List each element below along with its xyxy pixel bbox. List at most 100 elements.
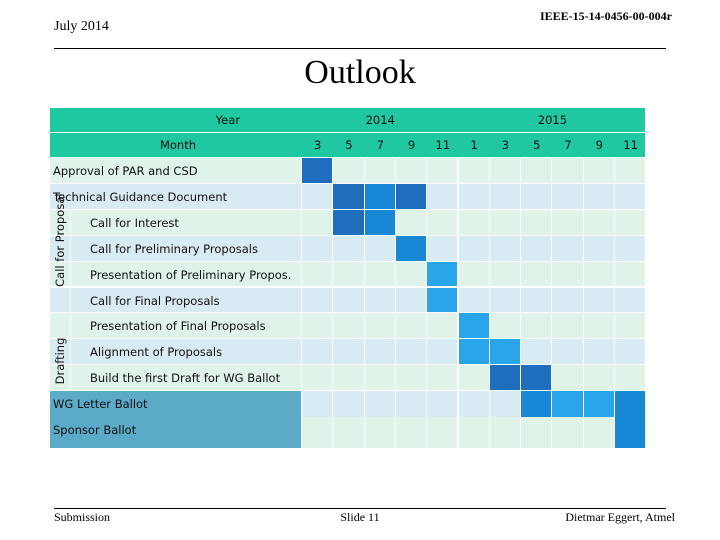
gantt-chart: Year Month 2014 2015 3 5 7 9 11 1 3 5 7 9 11 Approval o… (50, 108, 652, 458)
month-4: 11 (435, 138, 451, 152)
cell-r3-c4 (427, 235, 459, 262)
cell-r5-c0 (302, 287, 334, 314)
month-7: 5 (533, 138, 541, 152)
cell-r3-c7 (521, 235, 553, 262)
cell-r10-c6 (489, 417, 522, 449)
row-label-cell-7 (50, 339, 302, 366)
row-label-6: Presentation of Final Proposals (90, 319, 266, 334)
cell-r3-c8 (552, 235, 584, 262)
cell-r10-c5 (458, 417, 490, 449)
cell-r1-c4 (427, 183, 459, 210)
cell-r7-c5 (458, 339, 490, 366)
cell-r1-c8 (552, 183, 584, 210)
cell-r1-c2 (364, 183, 396, 210)
cell-r7-c1 (333, 339, 365, 366)
cell-r2-c4 (427, 209, 459, 236)
month-9: 9 (595, 138, 603, 152)
row-label-cell-0 (50, 158, 302, 184)
cell-r0-c9 (583, 158, 615, 184)
cell-r8-c3 (395, 365, 428, 392)
cell-r4-c6 (489, 261, 522, 288)
cell-r0-c4 (427, 158, 459, 184)
cell-r5-c6 (489, 287, 522, 314)
cell-r5-c9 (583, 287, 615, 314)
cell-r6-c9 (583, 313, 615, 340)
footer-left: Submission (54, 510, 111, 524)
cell-r2-c5 (458, 209, 490, 236)
cell-r1-c7 (521, 183, 553, 210)
row-label-cell-6 (50, 313, 302, 340)
cell-r4-c8 (552, 261, 584, 288)
cell-r4-c0 (302, 261, 334, 288)
row-label-7: Alignment of Proposals (90, 345, 223, 360)
cell-r1-c1 (333, 183, 365, 210)
row-label-5: Call for Final Proposals (90, 293, 220, 308)
row-label-9: WG Letter Ballot (53, 397, 148, 412)
month-2: 7 (376, 138, 384, 152)
month-3: 9 (407, 138, 416, 152)
row-label-4: Presentation of Preliminary Propos. (90, 267, 292, 282)
row-label-2: Call for Interest (90, 215, 179, 230)
cell-r10-c7 (521, 417, 553, 449)
group-divider (70, 209, 71, 392)
row-label-1: Technical Guidance Document (53, 189, 228, 204)
cell-r0-c0 (302, 158, 334, 184)
cell-r8-c10 (615, 365, 647, 392)
header-row-year (50, 108, 647, 133)
cell-r6-c5 (458, 313, 490, 340)
cell-r6-c4 (427, 313, 459, 340)
header-date: July 2014 (54, 19, 109, 34)
cell-r5-c10 (615, 287, 647, 314)
cell-r7-c3 (395, 339, 428, 366)
cell-r7-c4 (427, 339, 459, 366)
row-label-cell-5 (50, 287, 302, 314)
header-row-month (50, 133, 647, 158)
header-doc-id: IEEE-15-14-0456-00-004r (540, 9, 672, 23)
cell-r10-c10 (615, 417, 647, 449)
cell-r2-c1 (333, 209, 365, 236)
cell-r8-c0 (302, 365, 334, 392)
cell-r5-c7 (521, 287, 553, 314)
cell-r10-c8 (552, 417, 584, 449)
group-call-for-proposal: Call for Proposal (53, 193, 67, 287)
month-0: 3 (313, 138, 322, 152)
cell-r6-c1 (333, 313, 365, 340)
footer-divider (54, 508, 666, 509)
cell-r3-c6 (489, 235, 522, 262)
header-divider (54, 48, 666, 49)
cell-r1-c5 (458, 183, 490, 210)
cell-r10-c4 (427, 417, 459, 449)
cell-r0-c6 (489, 158, 522, 184)
cell-r0-c10 (615, 158, 647, 184)
cell-r8-c5 (458, 365, 490, 392)
cell-r10-c9 (583, 417, 615, 449)
cell-r0-c8 (552, 158, 584, 184)
cell-r7-c2 (364, 339, 396, 366)
cell-r2-c8 (552, 209, 584, 236)
cell-r8-c8 (552, 365, 584, 392)
cell-r3-c10 (615, 235, 647, 262)
month-8: 7 (564, 138, 572, 152)
cell-r1-c6 (489, 183, 522, 210)
cell-r0-c5 (458, 158, 490, 184)
cell-r8-c7 (521, 365, 553, 392)
cell-r10-c0 (302, 417, 334, 449)
cell-r2-c3 (395, 209, 428, 236)
row-label-cell-8 (50, 365, 302, 392)
cell-r2-c2 (364, 209, 396, 236)
month-1: 5 (345, 138, 353, 152)
cell-r10-c3 (395, 417, 428, 449)
cell-r2-c6 (489, 209, 522, 236)
cell-r6-c3 (395, 313, 428, 340)
row-label-cell-1 (50, 183, 302, 210)
cell-r8-c6 (489, 365, 522, 392)
cell-r7-c6 (489, 339, 522, 366)
cell-r6-c6 (489, 313, 522, 340)
row-label-cell-3 (50, 235, 302, 262)
cell-r10-c1 (333, 417, 365, 449)
cell-r7-c9 (583, 339, 615, 366)
cell-r5-c5 (458, 287, 490, 314)
row-label-cell-2 (50, 209, 302, 236)
slide-title: Outlook (304, 54, 416, 91)
year-label: Year (215, 113, 240, 127)
